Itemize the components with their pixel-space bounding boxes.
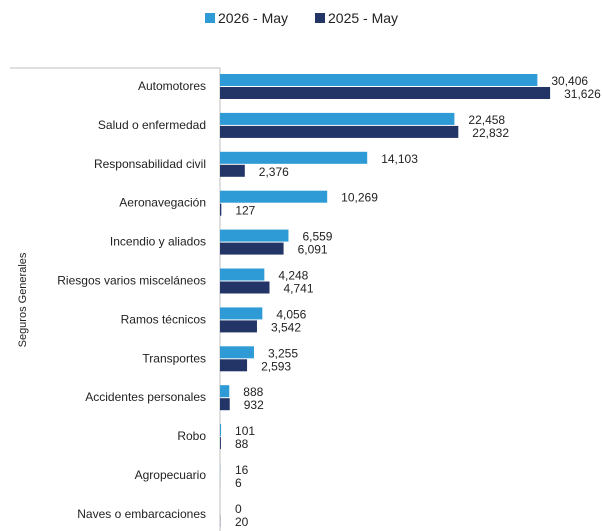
value-label-2025-may-transportes: 2,593 <box>261 359 291 373</box>
category-label-responsabilidad-civil: Responsabilidad civil <box>94 157 206 171</box>
bar-2026-may-ramos-tecnicos <box>220 307 263 320</box>
bar-2025-may-aeronavegacion <box>220 203 222 216</box>
value-label-2026-may-ramos-tecnicos: 4,056 <box>276 307 306 321</box>
value-label-2025-may-automotores: 31,626 <box>564 87 601 101</box>
category-label-salud-o-enfermedad: Salud o enfermedad <box>98 118 206 132</box>
category-label-accidentes-personales: Accidentes personales <box>85 390 206 404</box>
bar-2026-may-transportes <box>220 346 254 359</box>
bar-2025-may-ramos-tecnicos <box>220 320 257 333</box>
bar-2026-may-accidentes-personales <box>220 385 230 398</box>
value-label-2025-may-incendio-y-aliados: 6,091 <box>298 243 328 257</box>
category-label-agropecuario: Agropecuario <box>135 468 207 482</box>
legend: 2026 - May 2025 - May <box>205 10 398 26</box>
category-label-robo: Robo <box>177 429 206 443</box>
bar-2026-may-salud-o-enfermedad <box>220 112 455 125</box>
value-label-2025-may-robo: 88 <box>235 437 249 451</box>
value-label-2026-may-accidentes-personales: 888 <box>243 385 263 399</box>
value-label-2026-may-robo: 101 <box>235 424 255 438</box>
category-label-naves-o-embarcaciones: Naves o embarcaciones <box>77 507 206 521</box>
value-label-2026-may-agropecuario: 16 <box>235 463 249 477</box>
value-label-2026-may-salud-o-enfermedad: 22,458 <box>468 113 505 127</box>
bar-2025-may-robo <box>220 437 221 450</box>
value-label-2025-may-aeronavegacion: 127 <box>235 204 255 218</box>
bar-2026-may-incendio-y-aliados <box>220 229 289 242</box>
bar-2026-may-robo <box>220 424 222 437</box>
bar-2026-may-responsabilidad-civil <box>220 151 368 164</box>
bar-2025-may-transportes <box>220 359 248 372</box>
bar-2025-may-automotores <box>220 87 551 99</box>
value-label-2025-may-ramos-tecnicos: 3,542 <box>271 320 301 334</box>
category-label-riesgos-varios-miscelaneos: Riesgos varios misceláneos <box>57 274 206 288</box>
legend-swatch-2025-may <box>315 13 325 23</box>
value-label-2026-may-aeronavegacion: 10,269 <box>341 191 378 205</box>
bar-2025-may-riesgos-varios-miscelaneos <box>220 281 270 294</box>
bar-2026-may-riesgos-varios-miscelaneos <box>220 268 265 281</box>
value-label-2026-may-transportes: 3,255 <box>268 346 298 360</box>
category-label-transportes: Transportes <box>142 351 206 365</box>
value-label-2026-may-naves-o-embarcaciones: 0 <box>235 502 242 516</box>
category-label-ramos-tecnicos: Ramos técnicos <box>121 312 206 326</box>
bar-2025-may-incendio-y-aliados <box>220 242 284 255</box>
legend-label-2025-may: 2025 - May <box>328 10 398 26</box>
y-axis-title: Seguros Generales <box>17 252 29 347</box>
value-label-2025-may-agropecuario: 6 <box>235 476 242 490</box>
category-label-automotores: Automotores <box>138 79 206 93</box>
value-label-2025-may-accidentes-personales: 932 <box>244 398 264 412</box>
legend-label-2026-may: 2026 - May <box>218 10 288 26</box>
value-label-2025-may-riesgos-varios-miscelaneos: 4,741 <box>283 282 313 296</box>
legend-swatch-2026-may <box>205 13 215 23</box>
bar-2025-may-responsabilidad-civil <box>220 164 245 177</box>
category-label-incendio-y-aliados: Incendio y aliados <box>110 235 206 249</box>
bar-2025-may-accidentes-personales <box>220 398 230 411</box>
value-label-2025-may-responsabilidad-civil: 2,376 <box>259 165 289 179</box>
value-label-2026-may-automotores: 30,406 <box>551 74 588 88</box>
category-label-aeronavegacion: Aeronavegación <box>119 196 206 210</box>
bar-2025-may-salud-o-enfermedad <box>220 125 459 138</box>
value-label-2026-may-responsabilidad-civil: 14,103 <box>381 152 418 166</box>
value-label-2025-may-salud-o-enfermedad: 22,832 <box>472 126 509 140</box>
bar-2026-may-automotores <box>220 74 538 86</box>
value-label-2025-may-naves-o-embarcaciones: 20 <box>235 515 249 529</box>
bar-2026-may-aeronavegacion <box>220 190 328 203</box>
value-label-2026-may-incendio-y-aliados: 6,559 <box>302 230 332 244</box>
value-label-2026-may-riesgos-varios-miscelaneos: 4,248 <box>278 269 308 283</box>
